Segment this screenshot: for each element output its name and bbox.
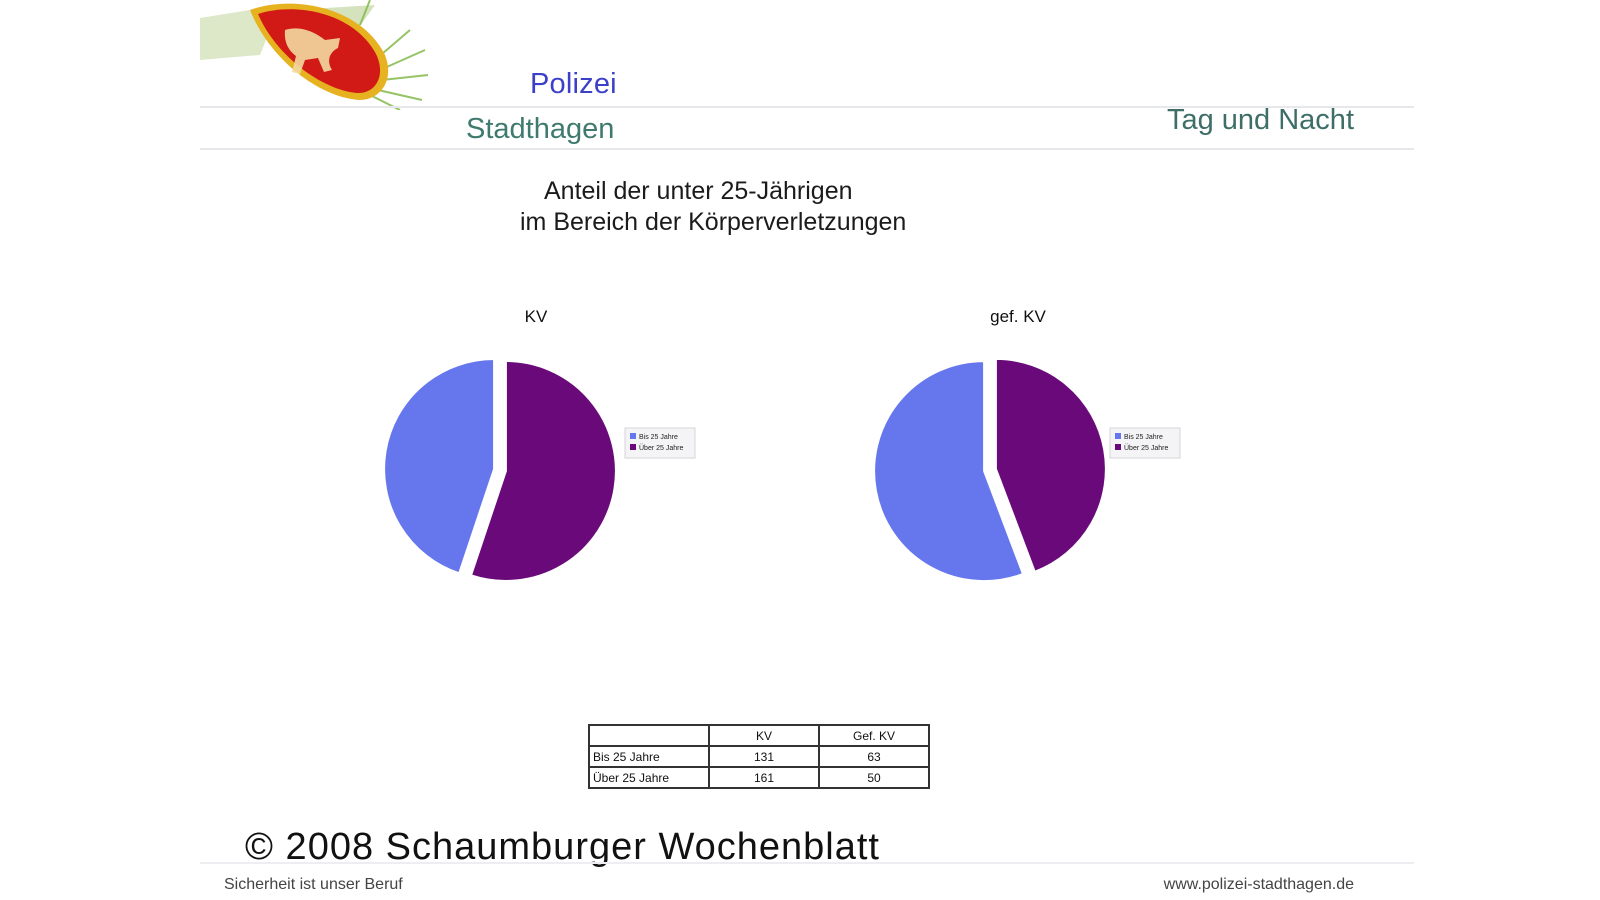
legend-swatch	[630, 444, 636, 450]
table-header-cell: KV	[708, 724, 820, 747]
table-cell: Über 25 Jahre	[588, 766, 710, 789]
table-header-cell: Gef. KV	[818, 724, 930, 747]
table-cell: 161	[708, 766, 820, 789]
legend-label: Über 25 Jahre	[1124, 444, 1168, 452]
legend-label: Bis 25 Jahre	[1124, 434, 1163, 441]
table-cell: Bis 25 Jahre	[588, 745, 710, 768]
chart-title: KV	[525, 307, 548, 326]
copyright-notice: © 2008 Schaumburger Wochenblatt	[245, 826, 880, 868]
tagline: Tag und Nacht	[1166, 104, 1354, 136]
brand-top: Polizei	[530, 68, 617, 100]
legend-swatch	[630, 433, 636, 439]
footer-slogan: Sicherheit ist unser Beruf	[224, 876, 403, 893]
brand-bottom: Stadthagen	[466, 113, 615, 145]
legend-box	[624, 427, 696, 459]
pie-slice	[383, 358, 496, 575]
chart-title: gef. KV	[990, 307, 1046, 326]
slide-title-line2: im Bereich der Körperverletzungen	[520, 208, 907, 236]
table-cell: 50	[818, 766, 930, 789]
legend-swatch	[1115, 444, 1121, 450]
slide: Polizei Stadthagen Tag und Nacht Anteil …	[200, 0, 1414, 900]
table-row: Bis 25 Jahre 131 63	[588, 745, 930, 768]
header-divider	[200, 106, 1414, 108]
data-table: KV Gef. KV Bis 25 Jahre 131 63 Über 25 J…	[588, 724, 930, 789]
legend-label: Bis 25 Jahre	[639, 434, 678, 441]
slide-title: Anteil der unter 25-Jährigen im Bereich …	[520, 176, 980, 238]
table-cell: 131	[708, 745, 820, 768]
legend-box	[1109, 427, 1181, 459]
legend-label: Über 25 Jahre	[639, 444, 683, 452]
table-header-row: KV Gef. KV	[588, 724, 930, 747]
legend-swatch	[1115, 433, 1121, 439]
footer-divider	[200, 862, 1414, 864]
pie-slice	[873, 360, 1025, 583]
table-header-cell	[588, 724, 710, 747]
header-divider-lower	[200, 148, 1414, 150]
pie-charts: KV Bis 25 Jahre Über 25 Jahre gef. KV Bis 25…	[383, 307, 1181, 583]
table-row: Über 25 Jahre 161 50	[588, 766, 930, 789]
slide-title-line1: Anteil der unter 25-Jährigen	[544, 177, 853, 205]
footer-url: www.polizei-stadthagen.de	[1163, 876, 1354, 893]
pie-slice	[469, 359, 617, 582]
pie-slice	[994, 357, 1107, 574]
police-crest-icon	[200, 0, 429, 110]
table-cell: 63	[818, 745, 930, 768]
